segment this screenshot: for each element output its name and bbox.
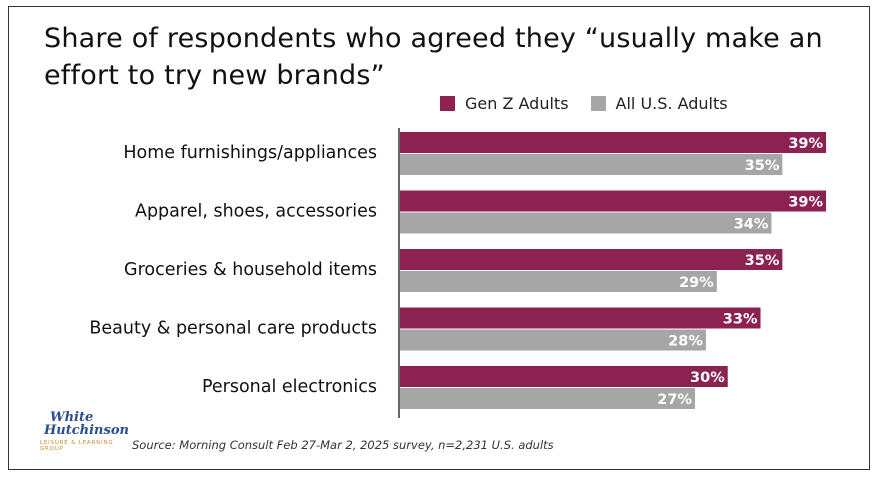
- data-label-all-us: 35%: [745, 158, 780, 174]
- bar-all-us: [400, 212, 772, 234]
- legend-label-gen-z: Gen Z Adults: [465, 94, 569, 113]
- data-label-gen-z: 33%: [723, 312, 758, 328]
- source-note: Source: Morning Consult Feb 27-Mar 2, 20…: [132, 438, 554, 452]
- bar-all-us: [400, 154, 783, 175]
- bar-gen-z: [400, 132, 827, 153]
- legend-swatch-all-us: [590, 96, 606, 111]
- category-label: Home furnishings/appliances: [123, 143, 377, 163]
- data-label-all-us: 27%: [657, 392, 692, 408]
- logo-line-1: White: [50, 410, 94, 425]
- category-label: Apparel, shoes, accessories: [135, 202, 377, 222]
- company-logo: White Hutchinson LEISURE & LEARNING GROU…: [40, 410, 129, 456]
- chart-frame: [8, 6, 870, 470]
- legend: Gen Z Adults All U.S. Adults: [440, 94, 750, 113]
- data-label-all-us: 34%: [734, 217, 769, 233]
- data-label-gen-z: 35%: [745, 253, 780, 269]
- data-label-gen-z: 30%: [690, 370, 725, 386]
- bar-all-us: [400, 329, 706, 351]
- data-label-gen-z: 39%: [788, 136, 823, 152]
- data-label-all-us: 29%: [679, 275, 714, 291]
- legend-item-gen-z: Gen Z Adults: [440, 94, 569, 113]
- category-label: Groceries & household items: [124, 260, 377, 280]
- legend-item-all-us: All U.S. Adults: [590, 94, 728, 113]
- data-label-gen-z: 39%: [788, 195, 823, 211]
- bar-gen-z: [400, 190, 827, 212]
- category-label: Beauty & personal care products: [89, 319, 377, 339]
- bar-gen-z: [400, 366, 728, 387]
- logo-line-2: Hutchinson: [44, 423, 129, 438]
- category-label: Personal electronics: [202, 377, 377, 397]
- legend-swatch-gen-z: [440, 96, 455, 111]
- bar-gen-z: [400, 307, 761, 329]
- logo-line-3: LEISURE & LEARNING GROUP: [40, 440, 114, 452]
- bar-gen-z: [400, 249, 783, 270]
- legend-label-all-us: All U.S. Adults: [615, 94, 728, 113]
- bar-all-us: [400, 388, 695, 409]
- bar-all-us: [400, 271, 717, 292]
- data-label-all-us: 28%: [668, 334, 703, 350]
- chart-title: Share of respondents who agreed they “us…: [44, 23, 823, 91]
